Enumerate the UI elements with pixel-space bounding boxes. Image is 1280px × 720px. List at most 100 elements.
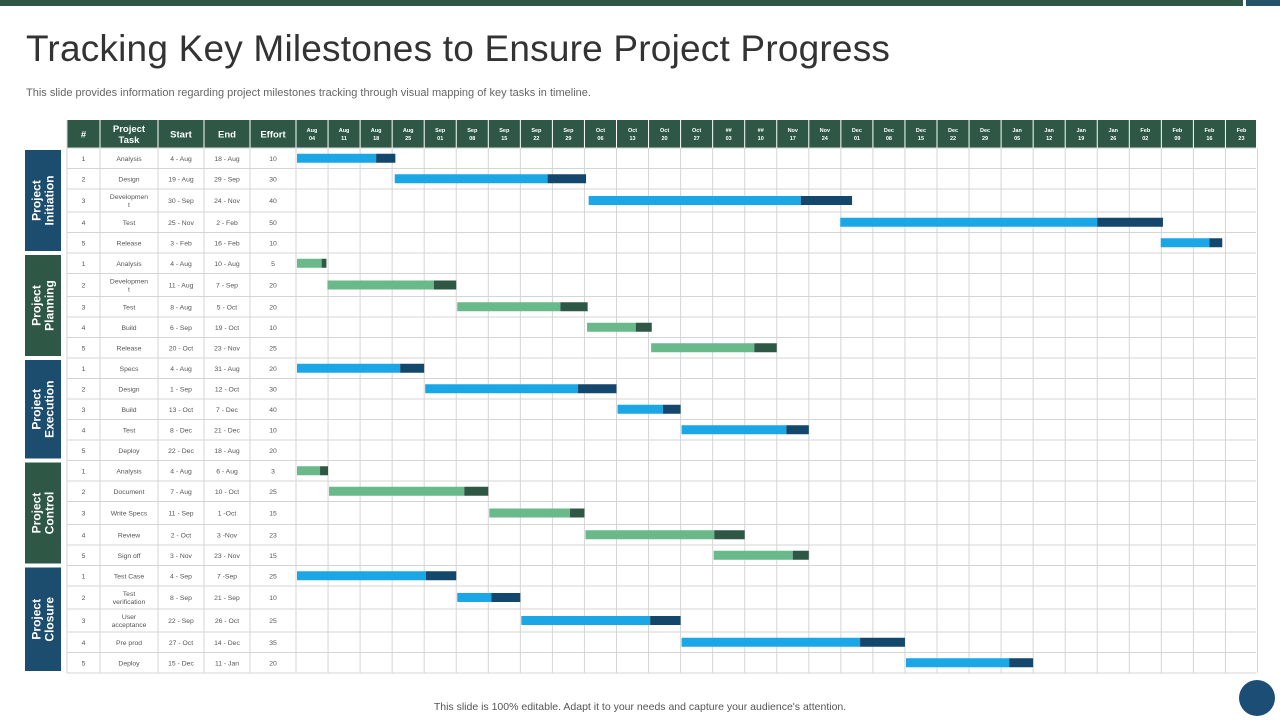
task-bar[interactable]	[651, 343, 755, 353]
task-bar-end[interactable]	[570, 508, 585, 518]
task-end: 29 - Sep	[214, 176, 240, 183]
task-bar[interactable]	[588, 196, 801, 205]
task-bar-end[interactable]	[320, 466, 329, 476]
phase-label-text: Project	[30, 389, 44, 430]
task-end: 7 -Sep	[217, 573, 237, 580]
task-bar-end[interactable]	[433, 280, 457, 290]
week-month-label: Feb	[1172, 128, 1182, 134]
task-bar[interactable]	[457, 302, 561, 312]
task-name: Pre prod	[116, 640, 142, 647]
task-bar-end[interactable]	[635, 322, 652, 332]
week-day-label: 15	[918, 136, 924, 142]
task-bar-end[interactable]	[1097, 217, 1163, 227]
task-number: 3	[82, 198, 86, 205]
task-effort: 20	[269, 660, 277, 667]
task-bar-end[interactable]	[547, 174, 587, 184]
task-bar[interactable]	[681, 637, 861, 647]
task-end: 23 - Nov	[214, 345, 240, 352]
task-bar[interactable]	[327, 280, 434, 290]
task-number: 1	[82, 573, 86, 580]
task-bar[interactable]	[905, 658, 1010, 668]
task-name: verification	[113, 599, 146, 606]
phase-label-text: Project	[30, 493, 44, 534]
task-name: Build	[121, 325, 136, 332]
task-bar[interactable]	[425, 384, 579, 394]
task-effort: 30	[269, 386, 277, 393]
task-bar-end[interactable]	[650, 616, 681, 625]
task-bar[interactable]	[521, 616, 651, 625]
task-start: 20 - Oct	[169, 345, 193, 352]
task-bar[interactable]	[681, 425, 787, 435]
week-month-label: Sep	[467, 128, 478, 134]
task-bar[interactable]	[297, 363, 401, 373]
task-bar-end[interactable]	[714, 530, 745, 540]
task-name: Sign off	[118, 553, 141, 560]
task-name: t	[128, 286, 130, 293]
column-header: Project	[113, 124, 146, 135]
task-bar-end[interactable]	[560, 302, 588, 312]
task-bar[interactable]	[297, 153, 377, 163]
task-number: 3	[82, 511, 86, 518]
column-header: Effort	[260, 130, 286, 141]
task-bar[interactable]	[1160, 238, 1210, 248]
phase-label-box	[25, 360, 61, 459]
task-effort: 20	[269, 366, 277, 373]
week-day-label: 15	[501, 136, 507, 142]
task-bar-end[interactable]	[786, 425, 809, 435]
phase-label-text: Project	[30, 180, 44, 221]
task-bar-end[interactable]	[754, 343, 777, 353]
phase-label-text: Planning	[43, 280, 57, 331]
task-bar-end[interactable]	[321, 258, 327, 268]
phase-label: Project Initiation	[30, 176, 57, 226]
week-day-label: 20	[662, 136, 668, 142]
task-name: acceptance	[112, 622, 147, 629]
task-number: 1	[82, 468, 86, 475]
task-end: 6 - Aug	[216, 468, 238, 475]
task-start: 11 - Aug	[169, 283, 194, 290]
task-bar-end[interactable]	[792, 550, 809, 560]
week-day-label: 16	[1206, 136, 1212, 142]
task-bar[interactable]	[297, 466, 321, 476]
task-number: 2	[82, 489, 86, 496]
task-bar-end[interactable]	[800, 196, 853, 205]
task-bar-end[interactable]	[662, 404, 681, 414]
task-bar[interactable]	[617, 404, 663, 414]
task-bar[interactable]	[297, 571, 426, 581]
task-start: 3 - Nov	[170, 553, 193, 560]
task-bar[interactable]	[329, 486, 465, 496]
task-bar-end[interactable]	[464, 486, 489, 496]
week-day-label: 29	[982, 136, 988, 142]
week-month-label: ##	[726, 128, 732, 134]
task-name: Test	[123, 304, 136, 311]
task-effort: 20	[269, 448, 277, 455]
week-month-label: Jan	[1076, 128, 1086, 134]
task-end: 21 - Sep	[214, 595, 240, 602]
task-bar[interactable]	[457, 593, 492, 602]
task-start: 25 - Nov	[168, 220, 194, 227]
task-bar[interactable]	[587, 322, 636, 332]
task-bar-end[interactable]	[1209, 238, 1223, 248]
week-day-label: 10	[758, 136, 764, 142]
task-bar[interactable]	[585, 530, 715, 540]
task-bar[interactable]	[713, 550, 793, 560]
task-bar[interactable]	[394, 174, 548, 184]
task-bar-end[interactable]	[425, 571, 457, 581]
task-bar[interactable]	[489, 508, 571, 518]
task-bar-end[interactable]	[400, 363, 425, 373]
task-bar[interactable]	[297, 258, 322, 268]
week-month-label: Nov	[788, 128, 799, 134]
task-bar-end[interactable]	[491, 593, 521, 602]
task-end: 14 - Dec	[214, 640, 240, 647]
task-bar-end[interactable]	[1009, 658, 1034, 668]
task-effort: 25	[269, 618, 277, 625]
task-start: 22 - Dec	[168, 448, 194, 455]
task-bar-end[interactable]	[578, 384, 617, 394]
task-bar[interactable]	[840, 217, 1098, 227]
week-month-label: Dec	[980, 128, 990, 134]
task-bar-end[interactable]	[376, 153, 396, 163]
task-effort: 10	[269, 325, 277, 332]
week-month-label: Dec	[916, 128, 926, 134]
column-header: Task	[119, 135, 141, 146]
task-bar-end[interactable]	[860, 637, 905, 647]
task-name: Test	[123, 427, 136, 434]
